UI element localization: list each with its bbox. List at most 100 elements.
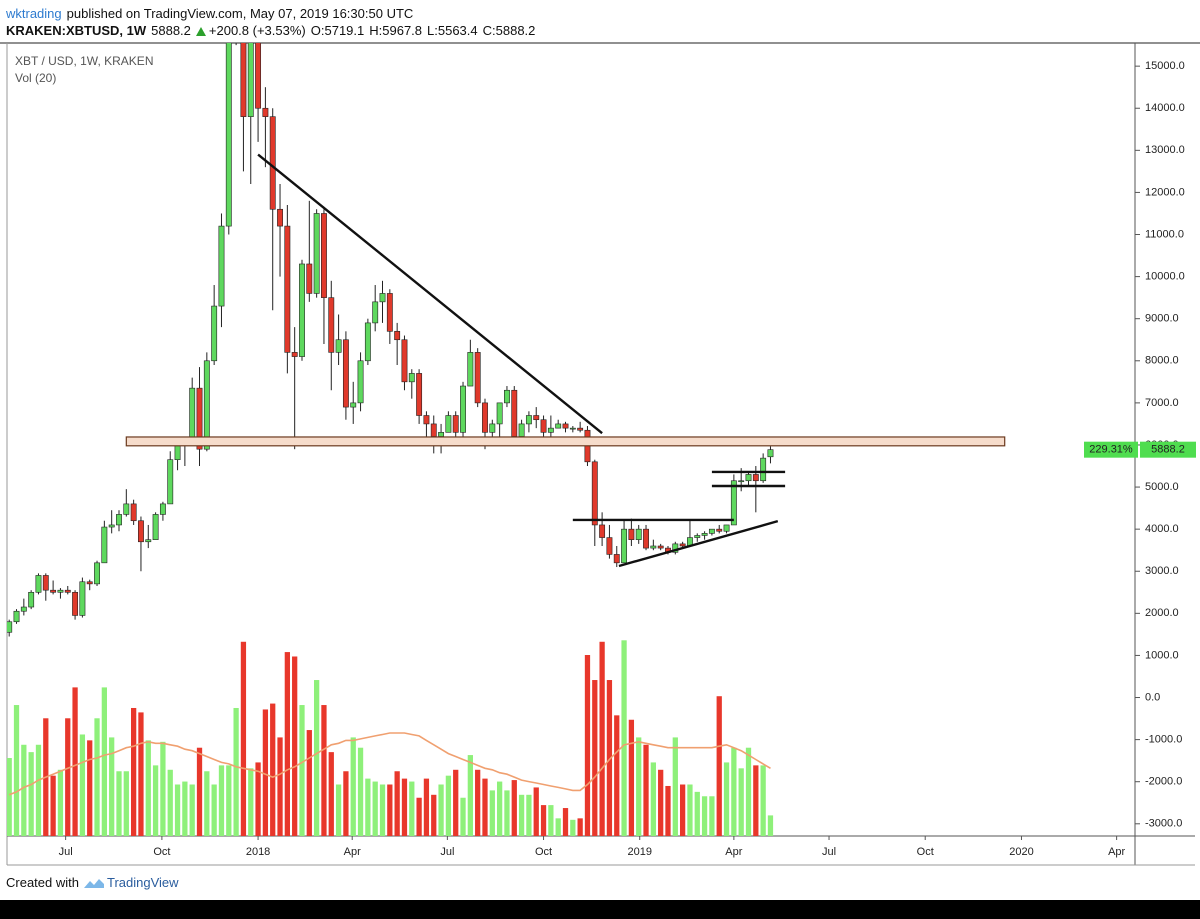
volume-bar: [350, 737, 356, 836]
volume-bar: [760, 765, 766, 836]
candle-body: [621, 528, 628, 564]
volume-bar: [731, 747, 737, 836]
volume-bar: [21, 744, 27, 836]
symbol: KRAKEN:XBTUSD, 1W: [6, 23, 147, 38]
y-tick-label: 5000.0: [1145, 481, 1179, 493]
candle-body: [701, 533, 708, 536]
candle-body: [525, 415, 532, 425]
volume-bar: [328, 752, 334, 836]
y-tick-label: 1000.0: [1145, 649, 1179, 661]
candle-body: [196, 387, 203, 450]
volume-bar: [7, 758, 12, 836]
candle-body: [306, 263, 313, 294]
low-label: L:: [427, 23, 438, 38]
footer: Created with TradingView: [6, 875, 179, 890]
logo[interactable]: [83, 877, 105, 889]
volume-bar: [123, 771, 129, 836]
author[interactable]: wktrading: [6, 6, 62, 21]
candle-body: [291, 352, 298, 357]
volume-bar: [401, 778, 408, 836]
candle-body: [123, 503, 130, 515]
candle-body: [540, 419, 547, 433]
y-tick-label: -3000.0: [1145, 818, 1182, 830]
volume-bar: [409, 781, 415, 836]
x-tick-label: Apr: [725, 846, 742, 858]
candle-body: [108, 524, 115, 528]
y-tick-label: 2000.0: [1145, 607, 1179, 619]
candle-body: [496, 402, 503, 425]
x-tick-label: Oct: [917, 846, 934, 858]
candle-body: [577, 427, 584, 431]
volume-bar: [35, 744, 42, 836]
volume-bar: [599, 641, 605, 836]
volume-bar: [204, 771, 210, 836]
candle-body: [408, 373, 415, 383]
candle-body: [152, 514, 159, 540]
candle-body: [13, 610, 20, 623]
volume-bar: [518, 794, 525, 836]
header-line: wktrading published on TradingView.com, M…: [6, 6, 418, 21]
volume-bar: [182, 781, 188, 836]
volume-bar: [189, 784, 195, 836]
volume-bar: [665, 785, 671, 836]
volume-bar: [694, 791, 700, 836]
candle-body: [159, 503, 166, 515]
y-tick-label: 10000.0: [1145, 271, 1185, 283]
candle-body: [372, 301, 379, 324]
candle-body: [357, 360, 364, 404]
candle-body: [189, 387, 196, 442]
candle-body: [64, 589, 71, 593]
volume-bar: [262, 709, 269, 836]
volume-bar: [745, 747, 752, 836]
candle-body: [20, 606, 27, 612]
volume-bar: [130, 707, 137, 836]
candle-body: [504, 389, 510, 404]
candle-body: [255, 43, 262, 109]
candle-body: [379, 293, 386, 303]
candle-body: [489, 423, 496, 433]
candle-body: [430, 423, 437, 437]
volume-bar: [423, 778, 430, 836]
low-value: 5563.4: [437, 23, 478, 38]
volume-bar: [387, 784, 393, 836]
brand[interactable]: TradingView: [106, 875, 179, 890]
candle-body: [599, 524, 606, 538]
candle-body: [321, 213, 327, 298]
x-tick-label: Apr: [1108, 846, 1125, 858]
volume-bar: [372, 781, 378, 836]
volume-bar: [365, 778, 371, 836]
created-with: Created with: [6, 875, 79, 890]
candle-body: [277, 208, 283, 227]
volume-ma: [8, 732, 771, 796]
candle-body: [394, 331, 401, 341]
close-label: C:: [482, 23, 496, 38]
chart: 15000.0 14000.0 13000.0 12000.0 11000.0 10000…: [0, 42, 1200, 866]
volume-bar: [299, 705, 305, 836]
candle-body: [482, 402, 488, 433]
high-value: 5967.8: [382, 23, 423, 38]
volume-bar: [701, 796, 708, 836]
y-tick-label: -1000.0: [1145, 734, 1182, 746]
volume-bar: [614, 715, 620, 836]
bottom-bar: [0, 900, 1200, 919]
volume-bar: [584, 655, 591, 836]
candle-body: [35, 575, 42, 593]
candle-body: [467, 352, 474, 387]
candle-body: [86, 581, 93, 585]
x-tick-label: 2019: [627, 846, 651, 858]
volume-legend: Vol (20): [15, 71, 56, 85]
volume-bar: [284, 652, 290, 836]
x-tick-label: Jul: [822, 846, 836, 858]
candle-body: [94, 562, 100, 585]
up-arrow: [195, 27, 206, 37]
chart-title: XBT / USD, 1W, KRAKEN: [15, 54, 153, 68]
header-line: KRAKEN:XBTUSD, 1W 5888.2 +200.8 (+3.53%) O:…: [6, 23, 540, 38]
x-tick-label: Oct: [535, 846, 552, 858]
candle-body: [247, 43, 254, 117]
volume-bar: [687, 784, 693, 836]
volume-bar: [453, 769, 459, 836]
volume-bar: [226, 765, 232, 836]
volume-bar: [467, 755, 473, 836]
candle-body: [767, 449, 774, 458]
candle-body: [313, 213, 320, 294]
